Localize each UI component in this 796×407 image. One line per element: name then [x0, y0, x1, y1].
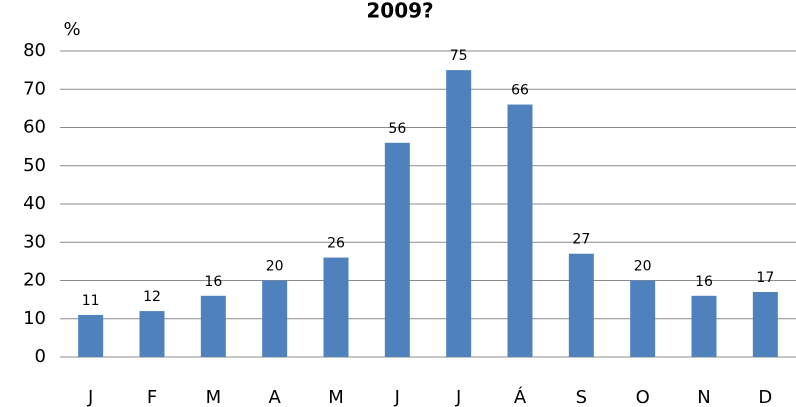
y-tick-label: 20: [23, 270, 46, 291]
y-tick-label: 80: [23, 40, 46, 61]
value-label: 11: [82, 293, 100, 309]
x-tick-label: O: [636, 387, 650, 407]
value-label: 75: [450, 48, 468, 64]
value-label: 66: [511, 83, 529, 99]
bar: [384, 142, 410, 357]
chart-title: 2009?: [366, 0, 433, 23]
value-label: 20: [266, 259, 284, 275]
x-tick-label: D: [758, 387, 772, 407]
bar: [752, 291, 778, 357]
x-tick-label: J: [394, 387, 400, 407]
bar: [200, 295, 226, 357]
bar: [139, 311, 165, 357]
value-label: 26: [327, 236, 345, 252]
x-tick-label: M: [206, 387, 222, 407]
value-label: 16: [204, 274, 222, 290]
y-tick-label: 40: [23, 193, 46, 214]
x-tick-label: S: [576, 387, 587, 407]
x-tick-label: N: [697, 387, 710, 407]
bar: [78, 314, 104, 357]
value-label: 56: [388, 121, 406, 137]
x-tick-label: Á: [514, 386, 527, 407]
value-label: 27: [572, 232, 590, 248]
y-tick-label: 30: [23, 231, 46, 252]
y-axis-label: %: [63, 19, 80, 40]
bar: [568, 253, 594, 357]
x-tick-label: M: [328, 387, 344, 407]
bar: [630, 280, 656, 357]
y-tick-label: 10: [23, 308, 46, 329]
y-tick-label: 0: [35, 346, 46, 367]
x-tick-label: J: [455, 387, 461, 407]
bar: [446, 70, 472, 357]
bar: [262, 280, 288, 357]
x-tick-label: J: [87, 387, 93, 407]
bar: [507, 104, 533, 357]
y-tick-label: 50: [23, 155, 46, 176]
y-tick-label: 60: [23, 117, 46, 138]
value-label: 20: [634, 259, 652, 275]
value-label: 16: [695, 274, 713, 290]
x-tick-label: A: [269, 387, 282, 407]
bar: [323, 257, 349, 357]
x-tick-label: F: [147, 387, 157, 407]
y-tick-label: 70: [23, 78, 46, 99]
value-label: 17: [756, 270, 774, 286]
bar: [691, 295, 717, 357]
value-label: 12: [143, 289, 161, 305]
